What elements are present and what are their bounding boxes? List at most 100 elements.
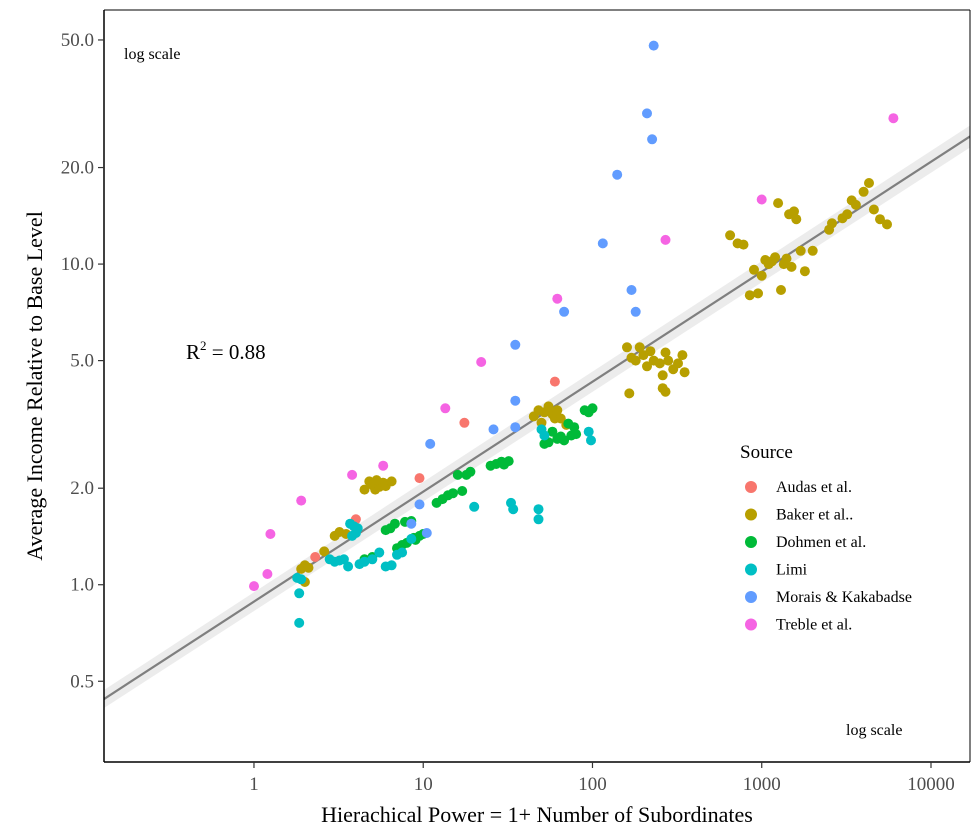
data-point xyxy=(549,376,560,387)
data-point xyxy=(476,357,487,367)
y-tick-label: 50.0 xyxy=(61,30,94,51)
data-point xyxy=(789,206,799,217)
y-tick-label: 0.5 xyxy=(70,671,94,692)
data-point xyxy=(597,238,608,249)
data-point xyxy=(786,261,797,272)
data-point xyxy=(343,561,354,572)
r-squared-annotation: R2 = 0.88 xyxy=(186,338,266,364)
legend-title: Source xyxy=(740,442,793,463)
data-point xyxy=(799,266,810,277)
data-point xyxy=(626,285,637,295)
log-scale-note-y: log scale xyxy=(124,46,180,63)
data-point xyxy=(868,204,879,215)
legend-item: Treble et al. xyxy=(745,617,852,634)
data-point xyxy=(660,234,671,245)
data-point xyxy=(533,504,544,515)
data-point xyxy=(371,475,382,486)
data-point xyxy=(386,560,397,571)
data-point xyxy=(679,367,690,378)
data-point xyxy=(781,253,792,264)
data-point xyxy=(510,339,521,350)
data-point xyxy=(624,388,635,399)
data-point xyxy=(858,186,869,197)
data-point xyxy=(622,342,632,353)
legend-item: Dohmen et al. xyxy=(745,534,866,551)
data-point xyxy=(677,350,688,361)
y-axis-title: Average Income Relative to Base Level xyxy=(22,211,47,561)
data-point xyxy=(673,358,683,369)
legend-swatch xyxy=(745,591,757,603)
legend: Source Audas et al. Baker et al.. Dohmen e… xyxy=(740,442,912,634)
data-point xyxy=(389,518,400,529)
data-point xyxy=(265,529,276,539)
data-points xyxy=(249,40,899,628)
legend-item: Baker et al.. xyxy=(745,507,853,524)
data-point xyxy=(657,370,668,381)
data-point xyxy=(347,469,358,480)
data-point xyxy=(440,403,451,414)
data-point xyxy=(552,293,563,304)
data-point xyxy=(294,588,305,599)
legend-item: Audas et al. xyxy=(745,479,852,496)
data-point xyxy=(345,518,356,529)
data-point xyxy=(842,209,853,220)
data-point xyxy=(630,306,641,317)
data-point xyxy=(756,270,767,281)
data-point xyxy=(888,113,899,124)
data-point xyxy=(612,169,623,180)
data-point xyxy=(875,214,885,225)
data-point xyxy=(776,285,786,295)
x-axis-title: Hierachical Power = 1+ Number of Subordi… xyxy=(321,802,753,827)
data-point xyxy=(452,469,463,480)
data-point xyxy=(310,552,321,562)
data-point xyxy=(647,134,658,145)
data-point xyxy=(508,504,519,515)
data-point xyxy=(583,426,594,437)
data-point xyxy=(634,342,645,353)
data-point xyxy=(359,556,370,567)
data-point xyxy=(660,347,671,358)
data-point xyxy=(642,108,652,119)
data-point xyxy=(587,403,598,414)
data-point xyxy=(663,355,674,366)
x-tick-label: 1 xyxy=(249,774,259,795)
r-squared-sup: 2 xyxy=(200,338,207,353)
legend-item: Morais & Kakabadse xyxy=(745,589,912,606)
data-point xyxy=(397,547,408,558)
data-point xyxy=(414,473,425,484)
data-point xyxy=(660,386,671,397)
legend-label: Baker et al.. xyxy=(776,507,853,524)
data-point xyxy=(510,422,521,433)
data-point xyxy=(294,617,305,628)
data-point xyxy=(457,486,468,496)
data-point xyxy=(753,288,763,299)
data-point xyxy=(543,401,554,412)
data-point xyxy=(406,518,417,529)
legend-swatch xyxy=(745,563,757,576)
data-point xyxy=(448,488,458,499)
data-point xyxy=(850,199,861,210)
x-tick-label: 100 xyxy=(578,774,607,795)
data-point xyxy=(352,523,363,534)
data-point xyxy=(630,355,641,366)
data-point xyxy=(406,533,417,544)
data-point xyxy=(425,438,436,449)
data-point xyxy=(319,546,330,557)
data-point xyxy=(459,417,470,428)
x-tick-label: 10 xyxy=(414,774,433,795)
data-point xyxy=(864,178,874,188)
legend-swatch xyxy=(745,481,757,493)
data-point xyxy=(571,429,582,440)
data-point xyxy=(533,514,544,525)
legend-swatch xyxy=(745,508,757,521)
data-point xyxy=(654,358,665,369)
plot-panel xyxy=(104,10,970,762)
legend-label: Treble et al. xyxy=(776,617,852,634)
data-point xyxy=(303,562,314,573)
legend-swatch xyxy=(745,536,757,548)
data-point xyxy=(552,405,563,416)
data-point xyxy=(744,290,755,301)
data-point xyxy=(249,581,259,592)
r-squared-prefix: R xyxy=(186,340,200,364)
